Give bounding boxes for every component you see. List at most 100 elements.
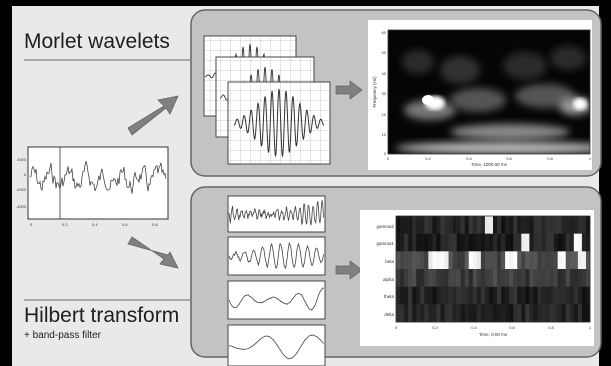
heatmap-cell [569, 286, 575, 305]
heatmap-cell [549, 251, 554, 270]
heatmap-cell [428, 269, 433, 287]
heatmap-cell [480, 216, 486, 234]
heatmap-cell [464, 251, 470, 270]
spec-x-label: Time, 1000.00 ms [471, 162, 508, 167]
heatmap-cell [416, 269, 421, 287]
heatmap-cell [553, 216, 558, 234]
spec-y-tick: 10 [382, 132, 387, 137]
spec-x-tick: 0.8 [547, 156, 553, 161]
heatmap-cell [448, 251, 453, 270]
heatmap-cell [541, 216, 546, 234]
heatmap-cell [408, 286, 413, 305]
heatmap-cell [396, 269, 401, 287]
heatmap-cell [404, 233, 409, 252]
heatmap-cell [517, 304, 522, 323]
heatmap-cell [456, 304, 461, 323]
heatmap-cell [488, 251, 494, 270]
heatmap-cell [545, 269, 550, 287]
heatmap-cell [493, 269, 498, 287]
heatmap-cell [513, 286, 518, 305]
heatmap-cell [573, 304, 579, 323]
heatmap-cell [549, 233, 554, 252]
heatmap-cell [533, 216, 538, 234]
spec-y-tick: 30 [382, 91, 387, 96]
heat-x-label: Time, 0.00 ms [479, 332, 508, 337]
wavelet-plot-front [227, 81, 331, 165]
heatmap-cell [581, 216, 587, 234]
heatmap-cell [493, 251, 498, 270]
heatmap-cell [404, 251, 409, 270]
heatmap-cell [537, 269, 542, 287]
heatmap-cell [521, 304, 526, 323]
heatmap-cell [497, 233, 502, 252]
band-label: theta [384, 294, 395, 299]
heatmap-cell [412, 269, 417, 287]
heatmap-cell [585, 304, 591, 323]
heatmap-cell [585, 286, 591, 305]
heatmap-cell [497, 269, 502, 287]
bandpass-plot-4 [227, 324, 326, 366]
heatmap-cell [432, 269, 437, 287]
heatmap-cell [456, 233, 461, 252]
heatmap-cell [521, 233, 526, 252]
heatmap-cell [468, 269, 474, 287]
heatmap-cell [456, 216, 461, 234]
heatmap-cell [573, 251, 579, 270]
heatmap-cell [400, 269, 405, 287]
heatmap-cell [472, 286, 478, 305]
heatmap-cell [484, 304, 490, 323]
signal-y-tick: 0 [24, 172, 27, 177]
arrow-down-right [127, 236, 179, 269]
heatmap-cell [428, 233, 433, 252]
heatmap-cell [549, 304, 554, 323]
heatmap-cell [472, 216, 478, 234]
heatmap-cell [581, 304, 587, 323]
heatmap-cell [533, 269, 538, 287]
heatmap-cell [493, 216, 498, 234]
heatmap-cell [444, 216, 449, 234]
signal-x-tick: 0.2 [62, 222, 68, 227]
heatmap-cell [464, 233, 470, 252]
heatmap-cell [529, 286, 534, 305]
heatmap-cell [549, 269, 554, 287]
heatmap-cell [581, 251, 587, 270]
heatmap-cell [488, 304, 494, 323]
heatmap-cell [404, 304, 409, 323]
band-label: gamma1 [376, 241, 394, 246]
heatmap-cell [525, 233, 530, 252]
heatmap-cell [400, 286, 405, 305]
heatmap-cell [416, 216, 421, 234]
heatmap-cell [484, 216, 490, 234]
heatmap-cell [448, 216, 453, 234]
heatmap-cell [505, 286, 510, 305]
heatmap-cell [525, 216, 530, 234]
heatmap-cell [448, 286, 453, 305]
heatmap-cell [416, 304, 421, 323]
heatmap-cell [408, 304, 413, 323]
heatmap-cell [505, 269, 510, 287]
heatmap-cell [585, 251, 591, 270]
heatmap-cell [533, 233, 538, 252]
heatmap-cell [432, 286, 437, 305]
heatmap-cell [444, 233, 449, 252]
heatmap-cell [408, 269, 413, 287]
bandpass-plot-1 [227, 195, 326, 233]
heatmap-cell [585, 269, 591, 287]
heatmap-cell [513, 216, 518, 234]
heatmap-cell [541, 251, 546, 270]
spec-x-tick: 0 [387, 156, 390, 161]
heatmap-cell [444, 304, 449, 323]
heatmap-cell [476, 269, 482, 287]
heatmap-cell [525, 251, 530, 270]
heatmap-cell [525, 304, 530, 323]
heatmap-cell [581, 233, 587, 252]
heatmap-cell [585, 216, 591, 234]
heatmap-cell [561, 304, 567, 323]
heatmap-cell [493, 286, 498, 305]
heatmap-cell [428, 216, 433, 234]
heatmap-cell [529, 216, 534, 234]
heatmap-cell [573, 233, 579, 252]
bandpass-plot-2 [227, 236, 326, 276]
heatmap-cell [513, 251, 518, 270]
